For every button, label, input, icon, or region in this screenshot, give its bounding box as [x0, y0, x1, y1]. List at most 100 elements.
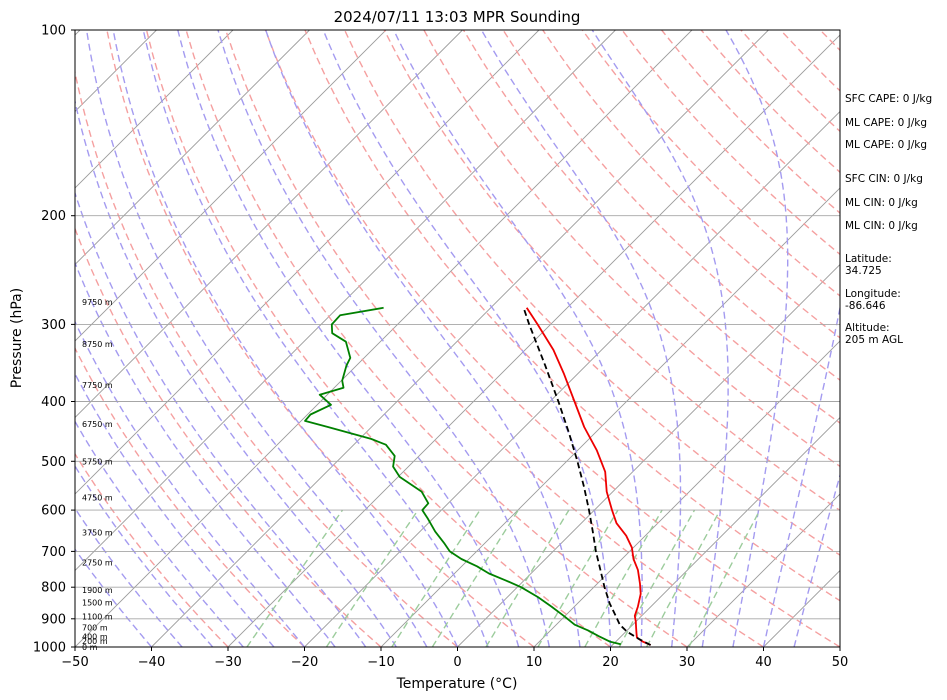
x-tick-label: −30: [214, 655, 241, 670]
isobar-grid: [75, 30, 840, 647]
temperature-line: [525, 307, 651, 646]
height-label: 700 m: [82, 624, 108, 633]
y-tick-label: 100: [41, 24, 66, 39]
dewpoint-line: [304, 306, 622, 646]
mixing-ratio-line: [584, 509, 663, 647]
x-tick-label: −50: [61, 655, 88, 670]
isotherm: [75, 30, 234, 189]
moist-adiabat: [393, 30, 643, 647]
moist-adiabat: [75, 420, 244, 647]
y-tick-label: 400: [41, 395, 66, 410]
y-tick-label: 800: [41, 581, 66, 596]
height-label: 3750 m: [82, 528, 113, 537]
moist-adiabat: [265, 30, 581, 647]
x-tick-label: 10: [526, 655, 543, 670]
dry-adiabat: [304, 30, 840, 602]
moist-adiabat: [85, 30, 428, 647]
x-tick-label: 30: [679, 655, 696, 670]
y-tick-label: 600: [41, 504, 66, 519]
info-sfc-cape: SFC CAPE: 0 J/kg: [845, 93, 932, 105]
moist-adiabat: [75, 507, 183, 647]
moist-adiabat: [762, 304, 840, 647]
info-ml-cape: ML CAPE: 0 J/kg: [845, 117, 927, 129]
mixing-ratio-line: [688, 509, 761, 647]
info-ml-cin: ML CIN: 0 J/kg: [845, 197, 918, 209]
dry-adiabat: [185, 30, 688, 647]
dry-adiabat: [383, 30, 840, 512]
x-axis: −50 −40 −30 −20 −10 0 10 20 30 40 50: [61, 647, 848, 670]
moist-adiabat: [793, 472, 840, 647]
parcel-line: [522, 307, 652, 646]
x-tick-label: 0: [453, 655, 461, 670]
y-tick-label: 700: [41, 545, 66, 560]
dry-adiabat: [145, 30, 611, 647]
dry-adiabat: [225, 30, 764, 647]
height-label: 5750 m: [82, 457, 113, 466]
isotherm: [533, 340, 840, 647]
moist-adiabat: [75, 190, 367, 647]
isotherm: [75, 30, 693, 647]
isotherm: [75, 30, 310, 266]
height-label: 7750 m: [82, 381, 113, 390]
dry-adiabat: [542, 30, 840, 339]
x-tick-label: 20: [602, 655, 619, 670]
y-tick-label: 200: [41, 209, 66, 224]
info-longitude-value: -86.646: [845, 300, 886, 312]
height-label: 1500 m: [82, 599, 113, 608]
x-axis-title: Temperature (°C): [396, 676, 518, 692]
mixing-ratio-line: [485, 509, 570, 647]
height-label: 9750 m: [82, 298, 113, 307]
height-label: 400 m: [82, 633, 108, 642]
y-tick-label: 500: [41, 455, 66, 470]
dry-adiabat: [502, 30, 840, 382]
dry-adiabat: [75, 68, 458, 647]
info-panel: SFC CAPE: 0 J/kg ML CAPE: 0 J/kg ML CAPE…: [845, 93, 932, 346]
info-longitude-label: Longitude:: [845, 288, 901, 300]
info-latitude-value: 34.725: [845, 265, 882, 277]
height-label: 0 m: [82, 643, 98, 652]
y-tick-label: 1000: [33, 641, 66, 656]
info-sfc-cin: SFC CIN: 0 J/kg: [845, 173, 923, 185]
info-altitude-value: 205 m AGL: [845, 334, 903, 346]
background-lines: [0, 30, 840, 647]
dry-adiabat: [264, 30, 840, 647]
isotherm: [75, 30, 463, 419]
x-tick-label: −20: [291, 655, 318, 670]
isotherm: [75, 30, 540, 495]
y-axis-title: Pressure (hPa): [9, 288, 25, 388]
isotherm: [0, 30, 4, 647]
height-label: 2750 m: [82, 559, 113, 568]
isotherm: [75, 30, 387, 342]
isotherm: [75, 30, 616, 572]
dry-adiabat: [75, 346, 305, 647]
moist-adiabat: [75, 548, 153, 647]
moist-adiabat: [177, 30, 520, 647]
moist-adiabat: [480, 30, 682, 647]
isotherm: [227, 34, 840, 647]
dry-adiabat: [343, 30, 840, 556]
isotherm: [380, 187, 840, 647]
info-ml-cin-2: ML CIN: 0 J/kg: [845, 220, 918, 232]
moist-adiabat: [142, 30, 489, 647]
info-altitude-label: Altitude:: [845, 322, 890, 334]
height-label: 1900 m: [82, 586, 113, 595]
y-axis: 1000 900 800 700 600 500 400 300 200 100: [33, 24, 75, 656]
dry-adiabat: [462, 30, 840, 424]
height-label: 1100 m: [82, 613, 113, 622]
height-label: 8750 m: [82, 340, 113, 349]
isotherm: [686, 493, 840, 647]
info-latitude-label: Latitude:: [845, 253, 892, 265]
mixing-ratio-line: [431, 509, 519, 647]
moist-adiabat: [75, 98, 397, 647]
y-tick-label: 900: [41, 612, 66, 627]
dry-adiabat: [75, 226, 382, 647]
moist-adiabat: [112, 30, 459, 647]
mixing-ratio-line: [391, 509, 481, 647]
moist-adiabat: [75, 464, 214, 647]
chart-title: 2024/07/11 13:03 MPR Sounding: [334, 8, 581, 26]
plot-frame: [74, 29, 841, 648]
data-series: [304, 306, 652, 646]
dry-adiabat: [106, 30, 535, 647]
